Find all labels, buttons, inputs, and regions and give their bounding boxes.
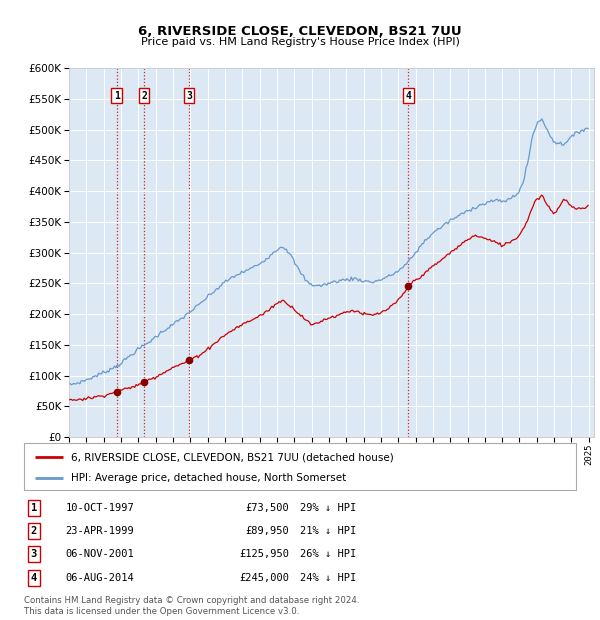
Text: 26% ↓ HPI: 26% ↓ HPI <box>300 549 356 559</box>
Text: 6, RIVERSIDE CLOSE, CLEVEDON, BS21 7UU: 6, RIVERSIDE CLOSE, CLEVEDON, BS21 7UU <box>138 25 462 38</box>
Text: 3: 3 <box>186 91 192 101</box>
Text: 2: 2 <box>31 526 37 536</box>
Text: £125,950: £125,950 <box>239 549 289 559</box>
Text: 6, RIVERSIDE CLOSE, CLEVEDON, BS21 7UU (detached house): 6, RIVERSIDE CLOSE, CLEVEDON, BS21 7UU (… <box>71 452 394 463</box>
Text: 23-APR-1999: 23-APR-1999 <box>65 526 134 536</box>
Text: Contains HM Land Registry data © Crown copyright and database right 2024.
This d: Contains HM Land Registry data © Crown c… <box>24 596 359 616</box>
FancyBboxPatch shape <box>24 443 576 490</box>
Text: £245,000: £245,000 <box>239 574 289 583</box>
Text: 2: 2 <box>141 91 147 101</box>
Text: 4: 4 <box>31 574 37 583</box>
Text: 10-OCT-1997: 10-OCT-1997 <box>65 503 134 513</box>
Text: 4: 4 <box>406 91 411 101</box>
Text: 29% ↓ HPI: 29% ↓ HPI <box>300 503 356 513</box>
Text: HPI: Average price, detached house, North Somerset: HPI: Average price, detached house, Nort… <box>71 473 346 483</box>
Text: 21% ↓ HPI: 21% ↓ HPI <box>300 526 356 536</box>
Text: 3: 3 <box>31 549 37 559</box>
Text: 06-AUG-2014: 06-AUG-2014 <box>65 574 134 583</box>
Text: 06-NOV-2001: 06-NOV-2001 <box>65 549 134 559</box>
Text: Price paid vs. HM Land Registry's House Price Index (HPI): Price paid vs. HM Land Registry's House … <box>140 37 460 47</box>
Text: £89,950: £89,950 <box>245 526 289 536</box>
Text: £73,500: £73,500 <box>245 503 289 513</box>
Text: 24% ↓ HPI: 24% ↓ HPI <box>300 574 356 583</box>
Text: 1: 1 <box>31 503 37 513</box>
Text: 1: 1 <box>114 91 119 101</box>
